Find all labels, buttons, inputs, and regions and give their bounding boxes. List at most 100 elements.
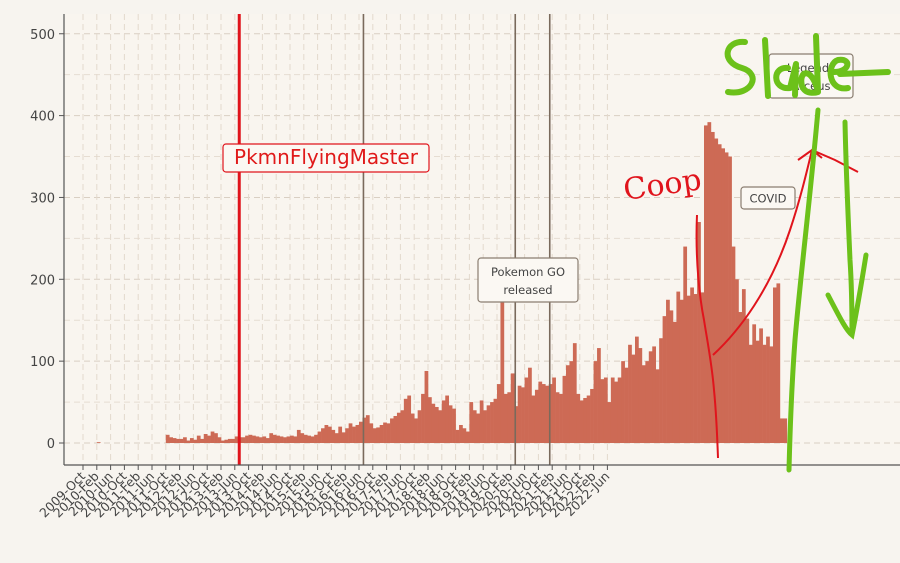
bar: [189, 438, 194, 443]
bar: [497, 384, 501, 443]
bar: [559, 393, 563, 443]
bar: [752, 324, 757, 443]
bar: [690, 287, 694, 443]
bar: [383, 422, 387, 443]
bar: [572, 343, 577, 443]
bar: [193, 439, 198, 443]
bar: [165, 434, 170, 443]
bar: [503, 393, 508, 443]
bar: [476, 413, 481, 443]
bar: [600, 379, 605, 443]
bar: [455, 429, 460, 443]
bar: [669, 310, 674, 443]
bar: [386, 423, 391, 443]
bar: [176, 438, 180, 443]
bar: [345, 428, 349, 443]
bar: [210, 431, 215, 443]
bar: [517, 385, 522, 443]
bar: [738, 312, 743, 443]
bar: [286, 436, 291, 443]
bar: [562, 375, 567, 443]
bar: [365, 415, 370, 443]
bar: [555, 392, 560, 443]
bar: [265, 438, 270, 443]
bar: [569, 361, 574, 443]
bar: [493, 398, 498, 443]
bar: [300, 433, 305, 443]
bar: [590, 388, 594, 443]
bar: [234, 436, 239, 443]
event-label-covid-text: COVID: [750, 191, 787, 205]
bar: [514, 406, 518, 443]
bar: [700, 292, 705, 443]
bar: [283, 437, 287, 443]
bar: [707, 122, 712, 443]
bar: [362, 417, 367, 443]
bar: [207, 435, 211, 443]
bar: [662, 316, 667, 443]
bar: [258, 437, 263, 443]
bar: [614, 381, 619, 443]
bar: [221, 440, 225, 443]
bar: [755, 340, 760, 443]
bar: [731, 246, 736, 443]
bar: [635, 336, 639, 443]
bar: [393, 415, 398, 443]
bar: [196, 435, 201, 443]
bar: [296, 429, 301, 443]
bar: [686, 295, 691, 443]
bar: [538, 381, 543, 443]
bar: [369, 423, 374, 443]
bar: [528, 367, 532, 443]
bar: [645, 361, 650, 443]
bar: [293, 436, 298, 443]
bar: [252, 435, 256, 443]
bar: [566, 365, 570, 443]
bar: [641, 365, 646, 443]
bar: [773, 287, 777, 443]
bar: [697, 222, 701, 443]
bar: [327, 426, 332, 443]
bar: [376, 427, 380, 443]
axes: [63, 14, 900, 466]
bar: [341, 432, 346, 443]
bar: [724, 152, 729, 443]
bar: [676, 291, 681, 443]
bars: [96, 122, 788, 443]
bar: [203, 433, 208, 443]
bar: [410, 413, 415, 443]
bar: [638, 348, 643, 443]
bar: [407, 395, 412, 443]
bar: [262, 436, 267, 443]
bar: [728, 156, 732, 443]
bar: [186, 440, 191, 443]
bar: [465, 431, 470, 443]
bar: [290, 435, 294, 443]
bar: [303, 434, 308, 443]
bar: [759, 328, 763, 443]
bar: [172, 438, 177, 443]
bar: [279, 436, 284, 443]
bar: [693, 294, 698, 443]
bar: [224, 439, 229, 443]
green-drawn-line-left: [786, 107, 821, 473]
bar: [510, 373, 515, 443]
bar: [314, 434, 318, 443]
bar: [672, 321, 677, 443]
bar: [683, 246, 688, 443]
bar: [721, 148, 725, 443]
bar: [524, 377, 529, 443]
bar: [521, 387, 525, 443]
event-label-pokemon-go-text: Pokemon GO: [491, 265, 565, 279]
bar: [452, 408, 456, 443]
bar: [631, 354, 636, 443]
red-handwriting: Coop: [621, 148, 859, 459]
bar: [531, 395, 536, 443]
event-label-covid-box: [740, 186, 796, 210]
bar: [603, 377, 608, 443]
bar: [462, 428, 467, 443]
bar: [766, 336, 770, 443]
green-handwriting: [724, 33, 891, 473]
bar: [769, 346, 774, 443]
